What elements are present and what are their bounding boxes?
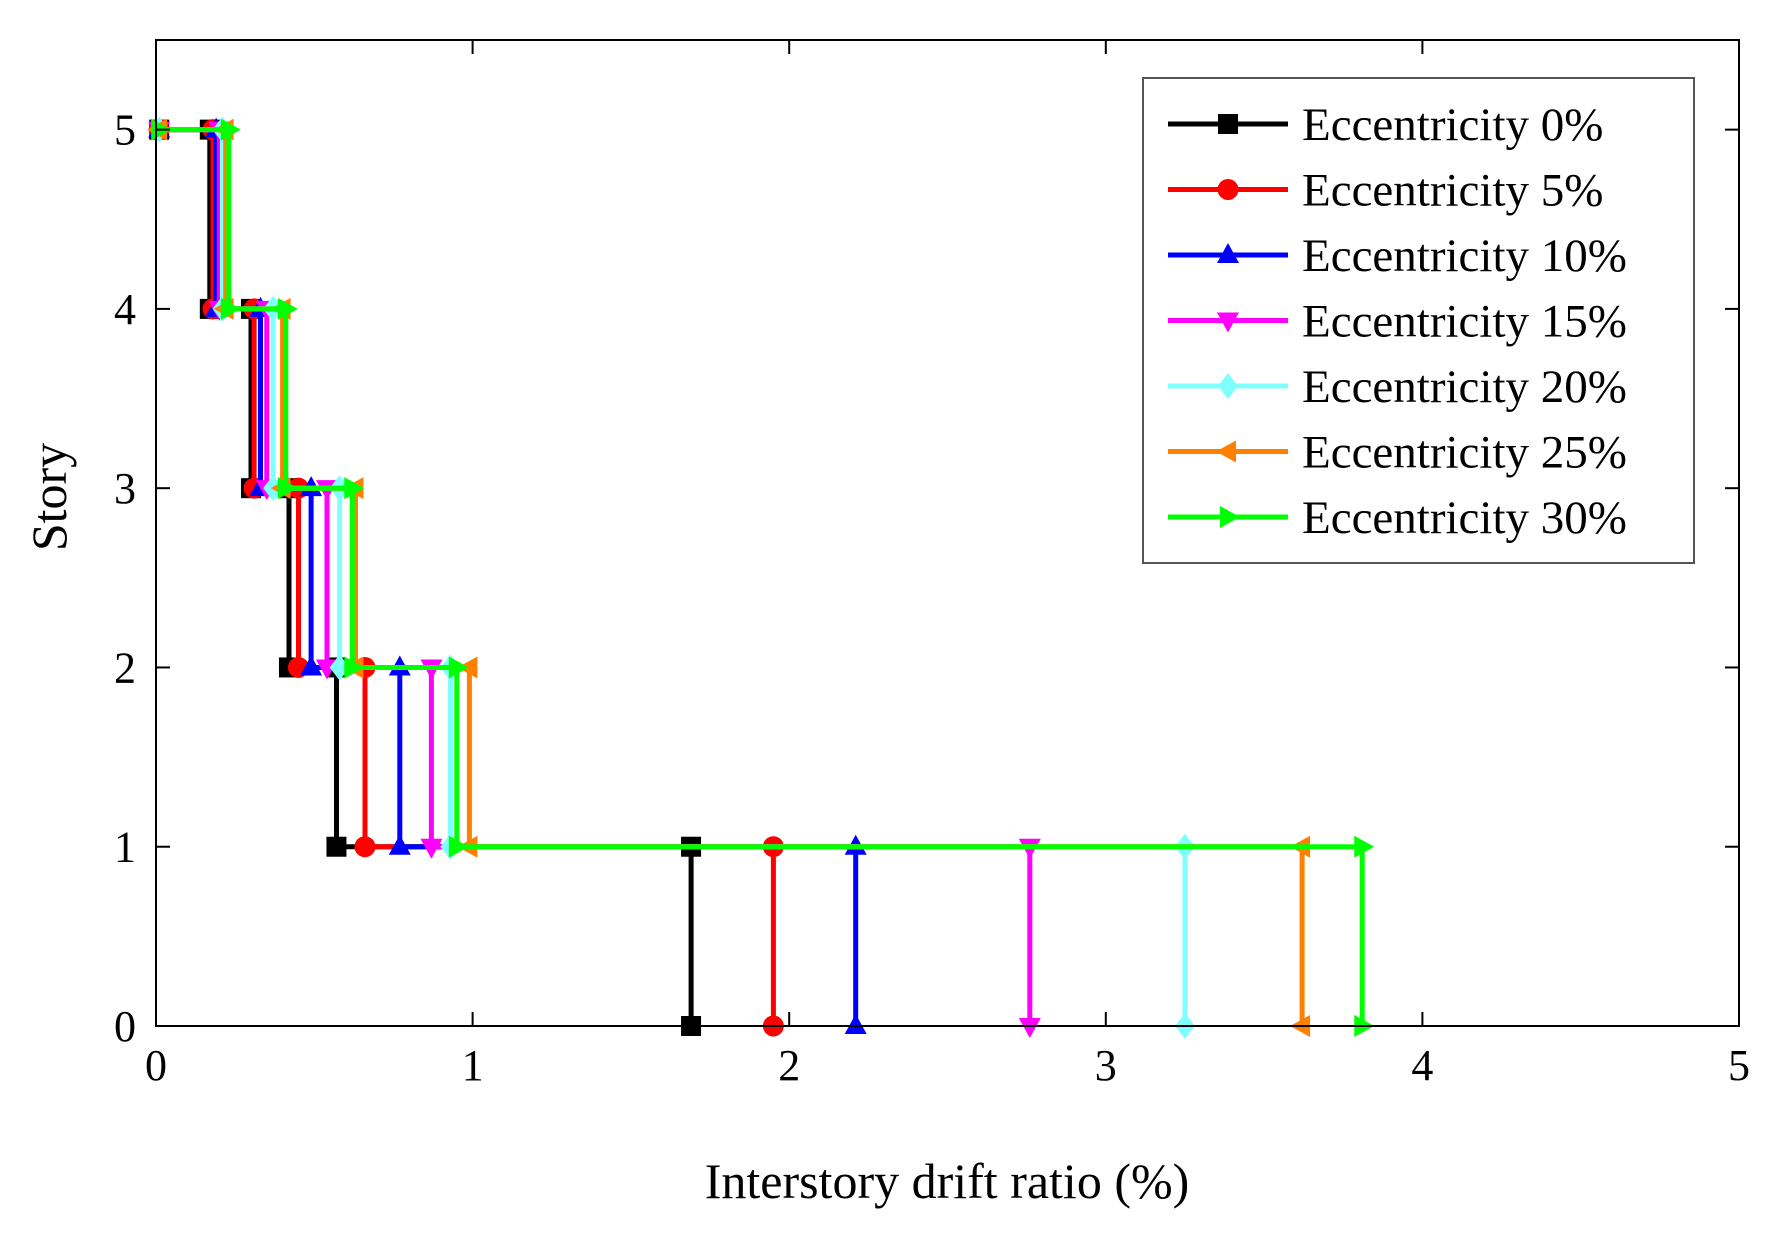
series-6-point-3	[448, 656, 469, 679]
legend-item-0: Eccentricity 0%	[1168, 99, 1603, 151]
series-2-point-2	[388, 834, 411, 855]
x-tick-label-5: 5	[1728, 1041, 1750, 1090]
x-tick-label-0: 0	[145, 1041, 167, 1090]
legend-item-3: Eccentricity 15%	[1168, 296, 1627, 348]
ticks-layer: 0 1 2 3 4 5 0 1 2 3 4 5	[114, 40, 1750, 1090]
legend-item-6: Eccentricity 30%	[1168, 492, 1627, 544]
legend-swatch-marker-1	[1217, 179, 1239, 200]
series-layer	[147, 116, 1375, 1039]
series-6-point-7	[277, 297, 298, 320]
series-6-point-9	[220, 118, 241, 141]
y-tick-label-5: 5	[114, 106, 136, 155]
legend-item-5: Eccentricity 25%	[1168, 427, 1627, 479]
series-6-point-4	[344, 656, 365, 679]
series-1-point-2	[354, 836, 376, 858]
legend-label-6: Eccentricity 30%	[1302, 492, 1627, 544]
legend-swatch-marker-0	[1218, 114, 1238, 134]
legend-label-4: Eccentricity 20%	[1302, 361, 1627, 413]
x-axis-title: Interstory drift ratio (%)	[705, 1153, 1190, 1209]
series-0-line	[159, 127, 694, 1026]
y-tick-label-1: 1	[114, 823, 136, 872]
legend-swatch-marker-3	[1217, 312, 1239, 333]
legend-items: Eccentricity 0% Eccentricity 5% Eccentrici…	[1168, 99, 1627, 544]
series-0	[149, 119, 702, 1036]
series-1-line	[159, 127, 776, 1026]
legend-label-3: Eccentricity 15%	[1302, 296, 1627, 348]
x-tick-label-3: 3	[1095, 1041, 1117, 1090]
legend-swatch-marker-5	[1216, 440, 1236, 463]
series-3-point-0	[1018, 1018, 1041, 1038]
legend-item-4: Eccentricity 20%	[1168, 361, 1627, 413]
legend-swatch-marker-4	[1218, 373, 1238, 399]
series-6-point-6	[277, 477, 298, 500]
legend-item-1: Eccentricity 5%	[1168, 165, 1603, 217]
series-5	[147, 118, 1311, 1037]
series-0-point-2	[326, 836, 347, 857]
series-1	[148, 119, 784, 1037]
series-2	[148, 117, 867, 1034]
y-axis-title: Story	[21, 443, 77, 551]
series-2-line	[159, 127, 859, 1026]
x-tick-label-2: 2	[778, 1041, 800, 1090]
legend: Eccentricity 0% Eccentricity 5% Eccentrici…	[1142, 77, 1695, 564]
x-tick-label-1: 1	[462, 1041, 484, 1090]
legend-label-1: Eccentricity 5%	[1302, 165, 1603, 217]
y-tick-label-2: 2	[114, 643, 136, 692]
series-2-point-0	[844, 1014, 867, 1034]
legend-swatch-marker-6	[1220, 506, 1240, 528]
series-3	[148, 121, 1041, 1038]
x-tick-label-4: 4	[1411, 1041, 1433, 1090]
series-4	[149, 116, 1195, 1039]
legend-swatch-marker-2	[1217, 243, 1239, 263]
legend-label-2: Eccentricity 10%	[1302, 230, 1627, 282]
legend-item-2: Eccentricity 10%	[1168, 230, 1627, 282]
series-6-point-2	[448, 835, 469, 858]
series-3-point-2	[420, 838, 443, 859]
legend-label-5: Eccentricity 25%	[1302, 427, 1627, 479]
series-2-point-4	[300, 655, 323, 676]
series-5-line	[159, 127, 1305, 1026]
legend-label-0: Eccentricity 0%	[1302, 99, 1603, 151]
series-6-point-5	[344, 477, 365, 500]
y-tick-label-4: 4	[114, 285, 136, 334]
y-tick-label-3: 3	[114, 464, 136, 513]
plot-frame	[155, 39, 1740, 1027]
y-tick-label-0: 0	[114, 1002, 136, 1051]
series-6-point-1	[1354, 835, 1375, 858]
series-6-point-8	[220, 297, 241, 320]
